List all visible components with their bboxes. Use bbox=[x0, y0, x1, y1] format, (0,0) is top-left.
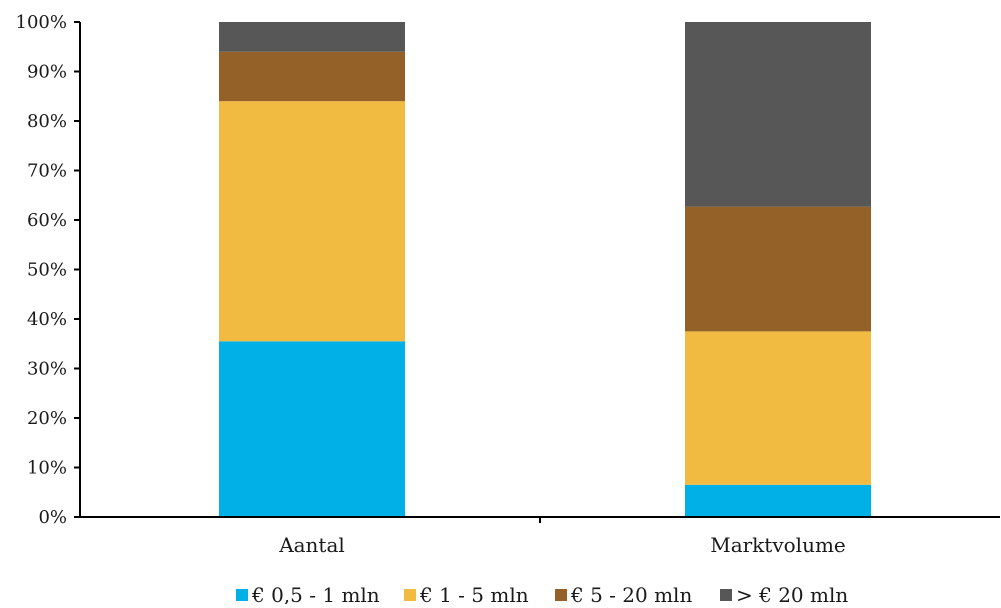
bar-segment-aantal-series-3 bbox=[219, 51, 405, 102]
legend-item: € 0,5 - 1 mln bbox=[236, 583, 380, 607]
y-tick-label: 0% bbox=[38, 507, 67, 528]
bar-segment-marktvolume-series-2 bbox=[685, 331, 871, 485]
legend-item: > € 20 mln bbox=[720, 583, 848, 607]
bar-segment-marktvolume-series-1 bbox=[685, 484, 871, 517]
legend-item: € 1 - 5 mln bbox=[404, 583, 529, 607]
legend-label: > € 20 mln bbox=[736, 583, 848, 604]
legend-swatch bbox=[236, 589, 248, 601]
y-tick-label: 80% bbox=[27, 111, 67, 132]
x-category-label: Aantal bbox=[278, 533, 345, 557]
legend-swatch bbox=[555, 589, 567, 601]
legend-label: € 0,5 - 1 mln bbox=[251, 583, 380, 604]
bar-segment-aantal-series-4 bbox=[219, 22, 405, 52]
bar-segment-marktvolume-series-3 bbox=[685, 206, 871, 332]
y-tick-label: 50% bbox=[27, 260, 67, 281]
legend-swatch bbox=[720, 589, 732, 601]
legend-item: € 5 - 20 mln bbox=[555, 583, 692, 607]
legend-label: € 1 - 5 mln bbox=[419, 583, 529, 604]
y-tick-label: 90% bbox=[27, 62, 67, 83]
y-tick-label: 40% bbox=[27, 309, 67, 330]
bar-segment-marktvolume-series-4 bbox=[685, 22, 871, 207]
legend-swatch bbox=[404, 589, 416, 601]
bar-segment-aantal-series-1 bbox=[219, 341, 405, 517]
y-tick-label: 70% bbox=[27, 161, 67, 182]
y-tick-label: 10% bbox=[27, 458, 67, 479]
bar-segment-aantal-series-2 bbox=[219, 101, 405, 342]
y-tick-label: 20% bbox=[27, 408, 67, 429]
y-tick-label: 60% bbox=[27, 210, 67, 231]
y-tick-label: 30% bbox=[27, 359, 67, 380]
x-category-label: Marktvolume bbox=[710, 533, 846, 557]
y-tick-label: 100% bbox=[16, 12, 67, 33]
legend-label: € 5 - 20 mln bbox=[570, 583, 692, 604]
